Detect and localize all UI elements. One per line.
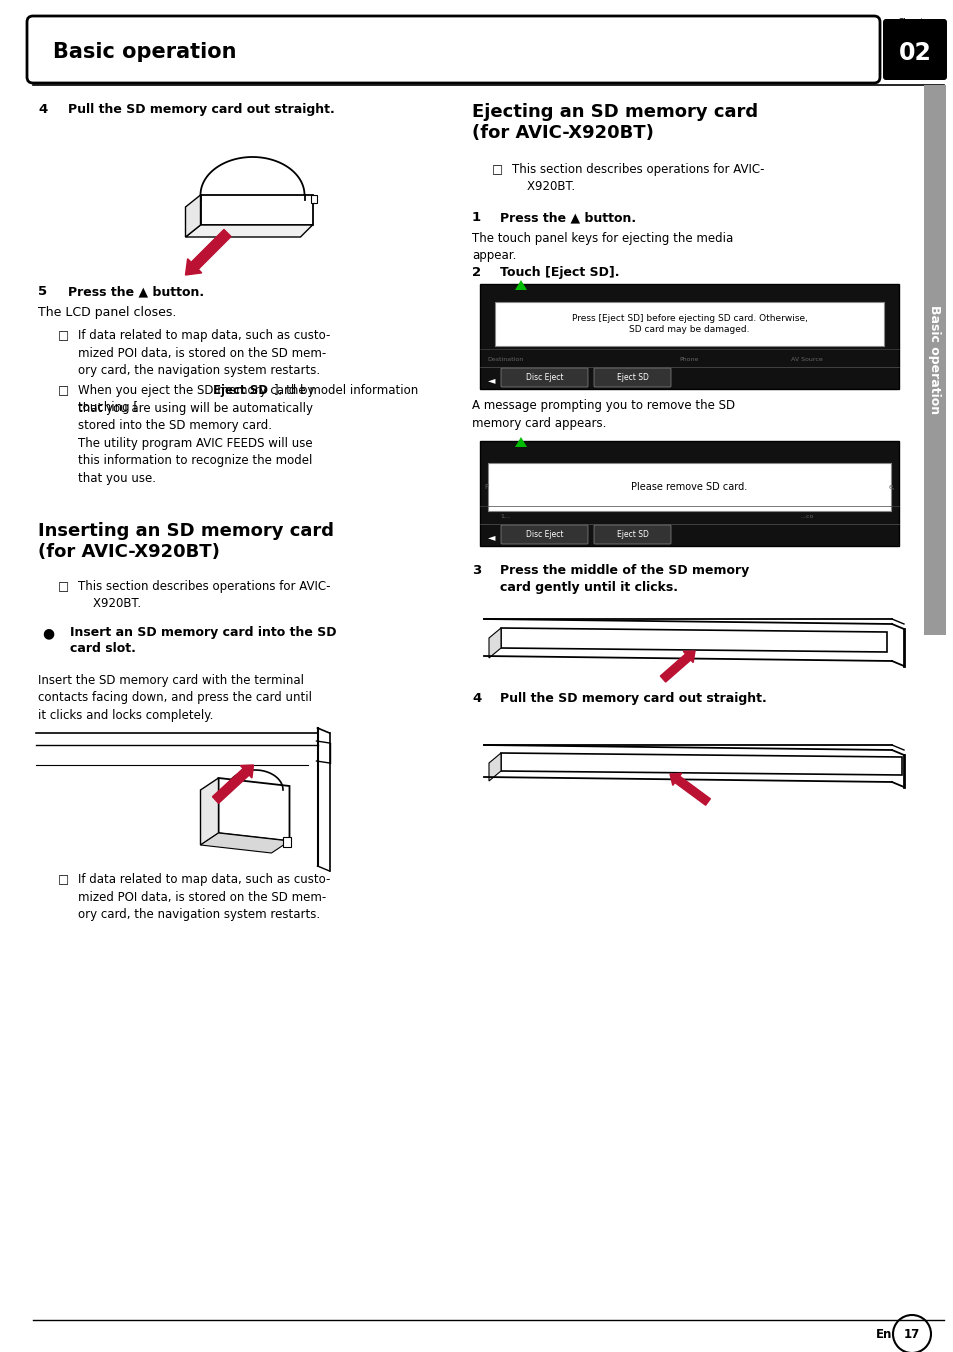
Text: Inserting an SD memory card
(for AVIC-X920BT): Inserting an SD memory card (for AVIC-X9…	[38, 522, 334, 561]
Text: □: □	[58, 384, 69, 397]
Text: Chapter: Chapter	[897, 18, 933, 27]
Text: ◄: ◄	[488, 531, 495, 542]
Text: Disc Eject: Disc Eject	[525, 530, 562, 539]
Text: 4: 4	[38, 103, 48, 116]
Bar	[310, 195, 316, 203]
Text: 4: 4	[472, 692, 480, 704]
Text: P: P	[483, 484, 488, 489]
Bar	[479, 441, 898, 546]
Text: ●: ●	[42, 626, 54, 639]
Text: 2: 2	[472, 266, 480, 279]
Text: Touch [Eject SD].: Touch [Eject SD].	[499, 266, 618, 279]
Text: Press the ▲ button.: Press the ▲ button.	[499, 211, 636, 224]
FancyBboxPatch shape	[594, 525, 670, 544]
Text: Disc Eject: Disc Eject	[525, 373, 562, 383]
Text: □: □	[58, 873, 69, 886]
FancyBboxPatch shape	[500, 525, 587, 544]
Text: that you are using will be automatically
stored into the SD memory card.
The uti: that you are using will be automatically…	[78, 402, 313, 484]
Polygon shape	[218, 777, 289, 841]
Bar	[283, 837, 292, 846]
Text: The LCD panel closes.: The LCD panel closes.	[38, 306, 176, 319]
Bar	[479, 284, 898, 389]
FancyArrow shape	[659, 652, 695, 681]
Text: Ejecting an SD memory card
(for AVIC-X920BT): Ejecting an SD memory card (for AVIC-X92…	[472, 103, 758, 142]
Polygon shape	[200, 777, 218, 845]
Text: □: □	[492, 164, 502, 176]
Text: En: En	[875, 1328, 891, 1340]
Text: ...co: ...co	[800, 514, 813, 519]
Text: Insert the SD memory card with the terminal
contacts facing down, and press the : Insert the SD memory card with the termi…	[38, 675, 312, 722]
FancyBboxPatch shape	[27, 16, 879, 82]
Text: 02: 02	[898, 41, 930, 65]
Polygon shape	[489, 627, 500, 658]
FancyBboxPatch shape	[594, 368, 670, 387]
Text: Eject SD: Eject SD	[213, 384, 268, 397]
Polygon shape	[515, 437, 526, 448]
Polygon shape	[500, 753, 901, 775]
Text: A message prompting you to remove the SD
memory card appears.: A message prompting you to remove the SD…	[472, 399, 735, 430]
Text: Pull the SD memory card out straight.: Pull the SD memory card out straight.	[499, 692, 766, 704]
Text: e,: e,	[887, 484, 894, 489]
Text: Phone: Phone	[679, 357, 699, 362]
Polygon shape	[515, 280, 526, 289]
Text: AV Source: AV Source	[790, 357, 821, 362]
Text: Press [Eject SD] before ejecting SD card. Otherwise,
SD card may be damaged.: Press [Eject SD] before ejecting SD card…	[571, 314, 806, 334]
Text: □: □	[58, 329, 69, 342]
FancyArrow shape	[185, 230, 231, 274]
Bar	[923, 85, 945, 635]
Text: When you eject the SD memory card by
touching [: When you eject the SD memory card by tou…	[78, 384, 314, 415]
Text: 1: 1	[472, 211, 480, 224]
Text: 17: 17	[902, 1328, 919, 1340]
Text: 1...: 1...	[499, 514, 510, 519]
Bar	[495, 301, 883, 346]
Text: Basic operation: Basic operation	[53, 42, 236, 62]
Text: The touch panel keys for ejecting the media
appear.: The touch panel keys for ejecting the me…	[472, 233, 733, 262]
Text: This section describes operations for AVIC-
    X920BT.: This section describes operations for AV…	[512, 164, 763, 193]
Polygon shape	[200, 195, 313, 224]
Text: Pull the SD memory card out straight.: Pull the SD memory card out straight.	[68, 103, 335, 116]
Text: Destination: Destination	[486, 357, 522, 362]
Polygon shape	[489, 753, 500, 781]
FancyBboxPatch shape	[500, 368, 587, 387]
Bar	[488, 462, 890, 511]
Text: 5: 5	[38, 285, 47, 297]
Text: If data related to map data, such as custo-
mized POI data, is stored on the SD : If data related to map data, such as cus…	[78, 329, 330, 377]
Text: If data related to map data, such as custo-
mized POI data, is stored on the SD : If data related to map data, such as cus…	[78, 873, 330, 921]
Text: Eject SD: Eject SD	[616, 530, 648, 539]
FancyBboxPatch shape	[882, 19, 946, 80]
Text: This section describes operations for AVIC-
    X920BT.: This section describes operations for AV…	[78, 580, 330, 611]
Text: Insert an SD memory card into the SD
card slot.: Insert an SD memory card into the SD car…	[70, 626, 336, 656]
FancyArrow shape	[213, 765, 253, 803]
Polygon shape	[500, 627, 886, 652]
Text: Please remove SD card.: Please remove SD card.	[631, 483, 747, 492]
Text: ], the model information: ], the model information	[274, 384, 417, 397]
Text: Basic operation: Basic operation	[927, 306, 941, 415]
FancyArrow shape	[669, 773, 710, 806]
Text: ◄: ◄	[488, 375, 495, 385]
Polygon shape	[185, 195, 200, 237]
Text: □: □	[58, 580, 69, 594]
Polygon shape	[185, 224, 313, 237]
Text: Press the ▲ button.: Press the ▲ button.	[68, 285, 204, 297]
Text: 3: 3	[472, 564, 480, 577]
Text: Eject SD: Eject SD	[616, 373, 648, 383]
Text: Press the middle of the SD memory
card gently until it clicks.: Press the middle of the SD memory card g…	[499, 564, 748, 594]
Polygon shape	[200, 833, 289, 853]
